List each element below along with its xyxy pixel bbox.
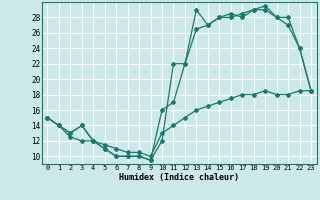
X-axis label: Humidex (Indice chaleur): Humidex (Indice chaleur) <box>119 173 239 182</box>
